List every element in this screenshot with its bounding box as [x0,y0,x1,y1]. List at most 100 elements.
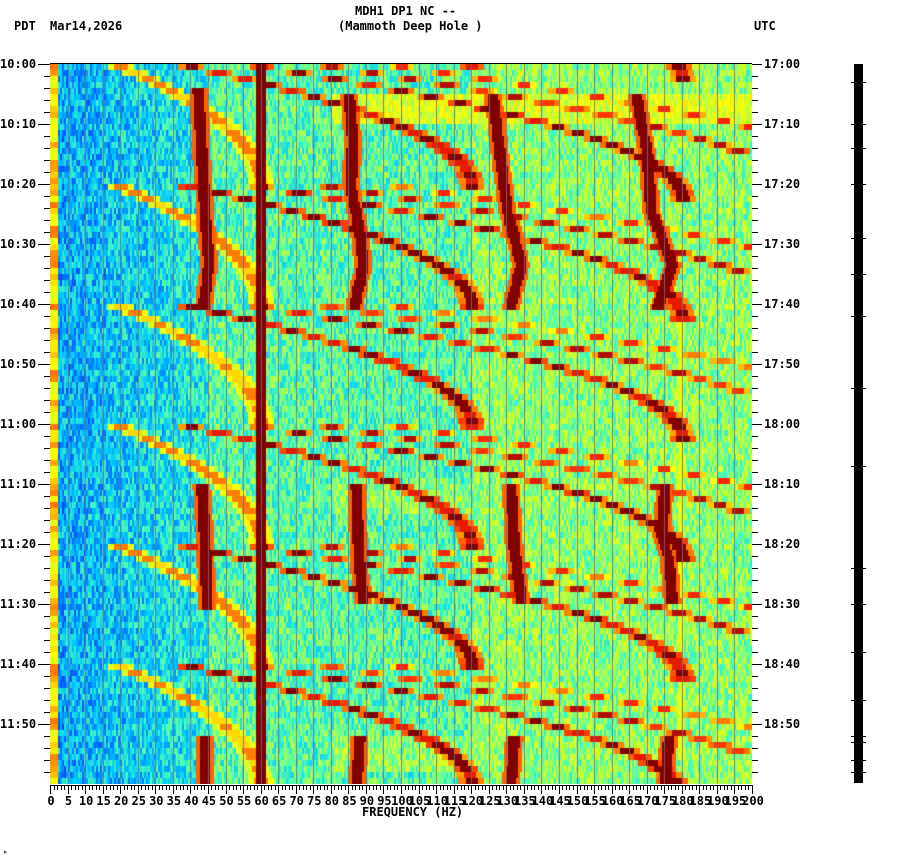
y-minor-tick-right [752,676,758,677]
x-major-tick [647,785,648,794]
x-major-tick [383,785,384,794]
x-tick-label: 120 [461,794,484,808]
x-minor-tick [555,785,556,790]
x-minor-tick [605,785,606,790]
y-minor-tick-right [752,772,758,773]
x-tick-label: 195 [724,794,747,808]
x-major-tick [506,785,507,794]
y-tick-label-right: 17:20 [764,177,801,191]
x-tick-label: 165 [619,794,641,808]
x-tick-label: 140 [531,794,554,808]
x-minor-tick [61,785,62,790]
x-minor-tick [124,785,125,790]
y-major-tick-left [38,304,50,305]
x-minor-tick [587,785,588,790]
y-minor-tick-right [752,196,758,197]
x-minor-tick [264,785,265,790]
x-tick-label: 25 [131,794,146,808]
x-minor-tick [176,785,177,790]
y-minor-tick-left [44,172,50,173]
x-minor-tick [499,785,500,790]
y-minor-tick-right [752,208,758,209]
x-major-tick [155,785,156,794]
x-minor-tick [275,785,276,790]
x-minor-tick [405,785,406,790]
x-major-tick [489,785,490,794]
x-minor-tick [741,785,742,790]
y-minor-tick-right [752,580,758,581]
y-minor-tick-right [752,496,758,497]
x-minor-tick [380,785,381,790]
amplitude-tick [851,652,866,653]
y-minor-tick-left [44,76,50,77]
x-major-tick [138,785,139,794]
y-major-tick-left [38,364,50,365]
y-minor-tick-left [44,700,50,701]
y-minor-tick-left [44,520,50,521]
x-minor-tick [478,785,479,790]
x-minor-tick [591,785,592,790]
y-minor-tick-left [44,400,50,401]
y-minor-tick-right [752,172,758,173]
y-minor-tick-left [44,220,50,221]
y-minor-tick-left [44,232,50,233]
x-major-tick [559,785,560,794]
x-major-tick [226,785,227,794]
x-minor-tick [159,785,160,790]
y-minor-tick-left [44,328,50,329]
spectrogram-plot [50,64,752,784]
x-minor-tick [713,785,714,790]
y-minor-tick-right [752,352,758,353]
y-tick-label-left: 10:00 [0,57,37,71]
x-minor-tick [534,785,535,790]
x-tick-label: 60 [254,794,269,808]
x-minor-tick [285,785,286,790]
y-minor-tick-left [44,88,50,89]
x-minor-tick [96,785,97,790]
x-tick-label: 70 [289,794,304,808]
x-tick-label: 175 [654,794,677,808]
x-minor-tick [545,785,546,790]
y-major-tick-right [752,724,762,725]
x-minor-tick [338,785,339,790]
x-tick-label: 105 [408,794,431,808]
x-major-tick [85,785,86,794]
y-major-tick-left [38,64,50,65]
amplitude-trace-bar [854,64,863,783]
x-minor-tick [492,785,493,790]
y-minor-tick-left [44,652,50,653]
x-minor-tick [584,785,585,790]
y-minor-tick-left [44,196,50,197]
y-minor-tick-right [752,160,758,161]
y-minor-tick-left [44,676,50,677]
x-minor-tick [369,785,370,790]
y-tick-label-right: 17:30 [764,237,801,251]
y-tick-label-right: 17:50 [764,357,801,371]
amplitude-tick [851,238,866,239]
y-tick-label-right: 18:50 [764,717,801,731]
x-major-tick [734,785,735,794]
y-minor-tick-left [44,748,50,749]
y-minor-tick-right [752,376,758,377]
x-tick-label: 55 [236,794,252,808]
x-major-tick [261,785,262,794]
x-minor-tick [706,785,707,790]
x-tick-label: 10 [78,794,94,808]
y-minor-tick-left [44,616,50,617]
x-minor-tick [408,785,409,790]
x-tick-label: 80 [324,794,340,808]
x-tick-label: 135 [514,794,536,808]
y-minor-tick-right [752,568,758,569]
y-minor-tick-left [44,352,50,353]
x-major-tick [50,785,51,794]
x-major-tick [541,785,542,794]
amplitude-tick [851,604,866,605]
x-minor-tick [696,785,697,790]
y-minor-tick-right [752,100,758,101]
y-minor-tick-right [752,88,758,89]
x-minor-tick [194,785,195,790]
y-major-tick-left [38,184,50,185]
x-minor-tick [92,785,93,790]
x-minor-tick [131,785,132,790]
y-minor-tick-right [752,268,758,269]
